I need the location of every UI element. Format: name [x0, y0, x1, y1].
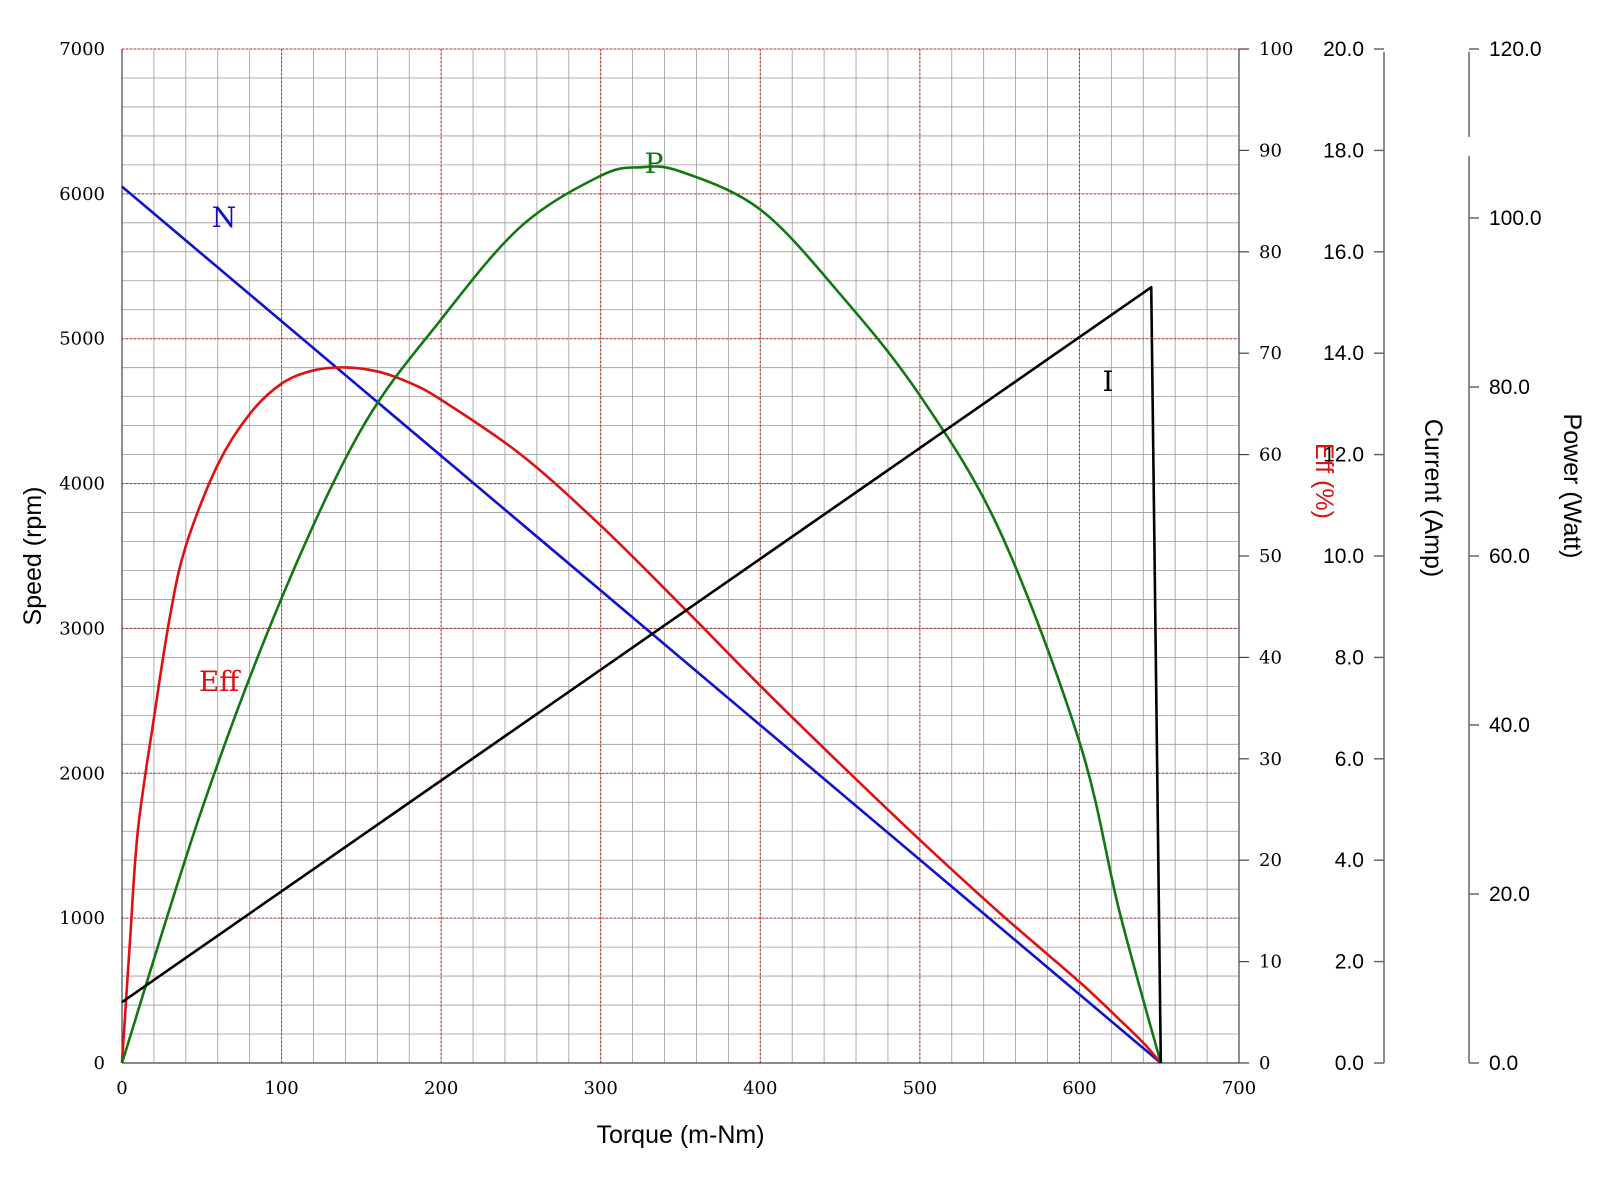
current-tick-label: 6.0	[1335, 748, 1364, 771]
power-tick-label: 120.0	[1489, 38, 1542, 61]
series-i-line	[121, 285, 1163, 1064]
eff-tick-label: 40	[1259, 647, 1282, 668]
eff-tick-label: 90	[1259, 140, 1282, 161]
speed-tick-label: 4000	[59, 474, 105, 495]
current-axis-title: Current (Amp)	[1419, 419, 1447, 577]
x-tick-label: 0	[116, 1078, 127, 1099]
current-tick-label: 10.0	[1323, 545, 1364, 568]
power-tick-label: 20.0	[1489, 883, 1530, 906]
x-tick-label: 400	[743, 1078, 777, 1099]
current-tick-label: 4.0	[1335, 849, 1364, 872]
eff-tick-label: 10	[1259, 952, 1282, 973]
current-tick-label: 2.0	[1335, 951, 1364, 974]
series-i-label: I	[1102, 365, 1113, 398]
series-group	[120, 165, 1163, 1064]
series-p-label: P	[645, 147, 664, 180]
eff-tick-label: 70	[1259, 343, 1282, 364]
eff-tick-label: 60	[1259, 445, 1282, 466]
power-tick-label: 40.0	[1489, 714, 1530, 737]
eff-axis-title: Eff (%)	[1310, 443, 1338, 519]
eff-tick-label: 30	[1259, 749, 1282, 770]
speed-tick-label: 7000	[59, 39, 105, 60]
speed-tick-label: 2000	[59, 763, 105, 784]
speed-tick-label: 0	[94, 1053, 105, 1074]
power-tick-label: 60.0	[1489, 545, 1530, 568]
power-axis-title: Power (Watt)	[1558, 414, 1586, 559]
power-tick-label: 80.0	[1489, 376, 1530, 399]
speed-tick-label: 3000	[59, 618, 105, 639]
power-tick-label: 0.0	[1489, 1052, 1518, 1075]
series-eff-line	[120, 366, 1162, 1064]
series-n-line	[121, 185, 1162, 1064]
current-tick-label: 12.0	[1323, 444, 1364, 467]
speed-tick-label: 6000	[59, 184, 105, 205]
grid	[121, 48, 1240, 1064]
current-tick-label: 20.0	[1323, 38, 1364, 61]
x-tick-label: 300	[584, 1078, 618, 1099]
x-tick-label: 500	[903, 1078, 937, 1099]
plot-area	[122, 49, 1239, 1063]
current-tick-label: 18.0	[1323, 139, 1364, 162]
x-tick-label: 700	[1222, 1078, 1256, 1099]
series-n-label: N	[212, 201, 237, 234]
series-p-line	[120, 165, 1163, 1064]
x-tick-label: 200	[424, 1078, 458, 1099]
x-tick-label: 100	[264, 1078, 298, 1099]
eff-tick-label: 80	[1259, 242, 1282, 263]
x-axis-title: Torque (m-Nm)	[596, 1121, 764, 1149]
series-eff-label: Eff	[199, 665, 241, 698]
speed-tick-label: 5000	[59, 329, 105, 350]
current-tick-label: 8.0	[1335, 646, 1364, 669]
eff-tick-label: 0	[1259, 1053, 1270, 1074]
current-tick-label: 16.0	[1323, 241, 1364, 264]
x-tick-label: 600	[1062, 1078, 1096, 1099]
labels-group: N Eff P I	[199, 147, 1114, 698]
speed-axis-title: Speed (rpm)	[19, 487, 47, 626]
speed-tick-label: 1000	[59, 908, 105, 929]
eff-tick-label: 50	[1259, 546, 1282, 567]
current-tick-label: 0.0	[1335, 1052, 1364, 1075]
eff-tick-label: 100	[1259, 39, 1293, 60]
eff-tick-label: 20	[1259, 850, 1282, 871]
current-tick-label: 14.0	[1323, 342, 1364, 365]
power-tick-label: 100.0	[1489, 207, 1542, 230]
